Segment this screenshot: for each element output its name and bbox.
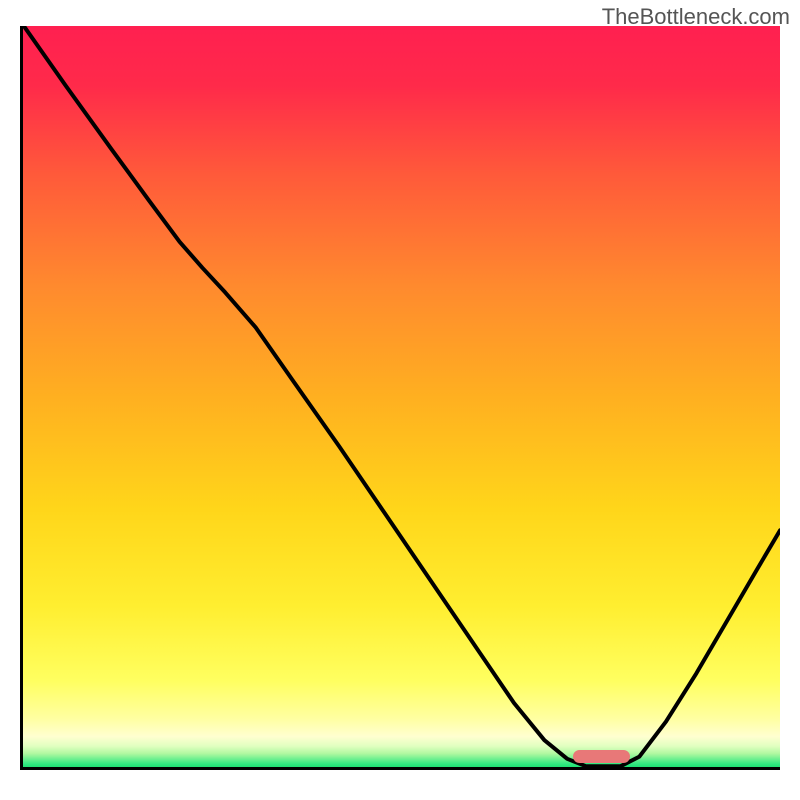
watermark-text: TheBottleneck.com xyxy=(602,4,790,30)
x-axis xyxy=(20,767,780,770)
plot-area xyxy=(20,26,780,770)
bottleneck-chart xyxy=(20,26,780,780)
y-axis xyxy=(20,26,23,770)
optimal-marker xyxy=(573,750,630,763)
curve-layer xyxy=(20,26,780,770)
bottleneck-curve xyxy=(24,26,780,766)
